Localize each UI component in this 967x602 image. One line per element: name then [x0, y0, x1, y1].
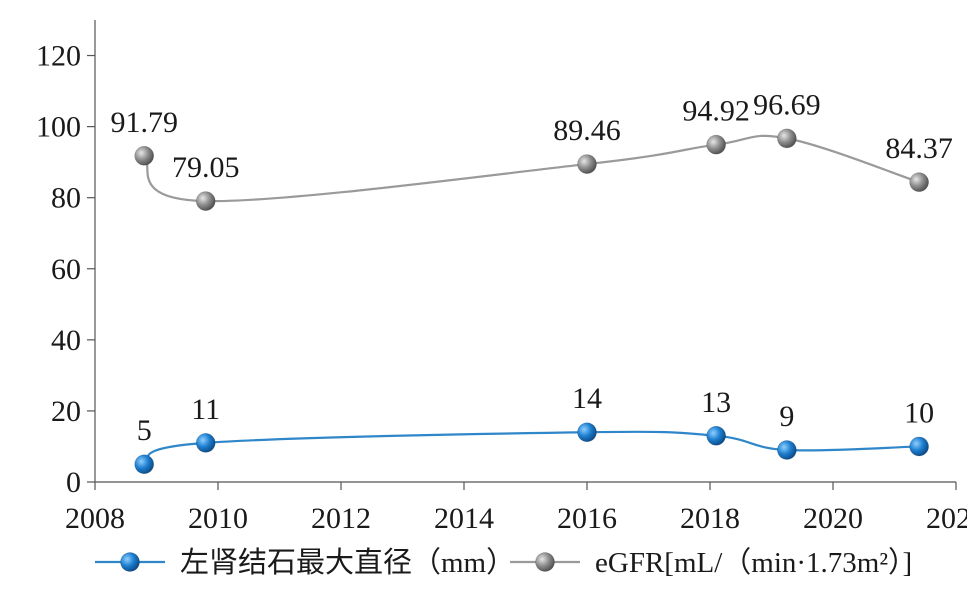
y-tick-label: 100 — [36, 111, 81, 144]
data-point-marker — [195, 191, 216, 211]
series-lines — [143, 134, 920, 466]
axes: 0 20 40 60 80 100 120 2008 2010 2012 2014 2016 2018 2… — [36, 20, 967, 535]
x-tick-label: 2014 — [434, 502, 494, 535]
data-label: 5 — [137, 414, 152, 447]
data-label: 89.46 — [553, 114, 621, 147]
legend-marker-1 — [535, 552, 555, 572]
data-label: 94.92 — [682, 95, 750, 128]
x-tick-label: 2022 — [926, 502, 967, 535]
data-label: 9 — [779, 400, 794, 433]
data-labels: 5 11 14 13 9 10 91.79 79.05 89.46 94.92 96.69 84.37 — [110, 88, 952, 447]
data-point-marker — [776, 128, 797, 149]
data-label: 11 — [191, 393, 220, 426]
x-tick-label: 2018 — [680, 502, 740, 535]
x-tick-label: 2012 — [311, 502, 371, 535]
data-point-marker — [134, 454, 155, 475]
legend-label-1: eGFR[mL/（min·1.73m²）] — [595, 547, 912, 579]
data-point-marker — [909, 172, 929, 193]
y-tick-label: 120 — [36, 40, 81, 73]
data-label: 79.05 — [172, 151, 240, 184]
data-label: 14 — [572, 382, 602, 415]
data-point-marker — [134, 145, 155, 166]
legend-marker-0 — [120, 552, 140, 572]
y-tick-label: 60 — [51, 253, 81, 286]
x-tick-label: 2008 — [65, 502, 125, 535]
data-label: 84.37 — [885, 132, 953, 165]
data-point-marker — [195, 433, 216, 453]
y-tick-label: 0 — [66, 466, 81, 499]
legend-label-0: 左肾结石最大直径（mm） — [180, 546, 515, 579]
y-tick-label: 80 — [51, 182, 81, 215]
data-label: 10 — [904, 396, 934, 429]
data-point-marker — [706, 134, 727, 155]
y-tick-label: 40 — [51, 324, 81, 357]
data-point-marker — [706, 425, 727, 446]
data-label: 13 — [701, 386, 731, 419]
x-tick-label: 2016 — [557, 502, 617, 535]
data-point-marker — [577, 154, 597, 174]
series-line-0 — [143, 430, 920, 466]
data-point-marker — [776, 440, 797, 460]
data-label: 91.79 — [110, 106, 178, 139]
legend: 左肾结石最大直径（mm） eGFR[mL/（min·1.73m²）] — [95, 546, 912, 579]
data-markers — [134, 128, 929, 475]
x-tick-label: 2010 — [188, 502, 248, 535]
data-point-marker — [577, 422, 597, 443]
series-line-1 — [143, 134, 920, 203]
data-point-marker — [909, 436, 929, 457]
data-label: 96.69 — [753, 88, 821, 121]
y-tick-label: 20 — [51, 395, 81, 428]
x-tick-label: 2020 — [803, 502, 863, 535]
